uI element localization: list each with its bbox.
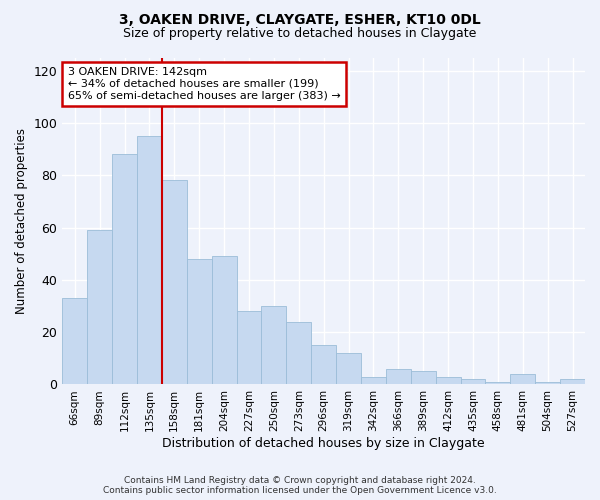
- Bar: [461, 379, 485, 384]
- Bar: [112, 154, 137, 384]
- Bar: [162, 180, 187, 384]
- Bar: [212, 256, 236, 384]
- Text: 3, OAKEN DRIVE, CLAYGATE, ESHER, KT10 0DL: 3, OAKEN DRIVE, CLAYGATE, ESHER, KT10 0D…: [119, 12, 481, 26]
- Bar: [286, 322, 311, 384]
- Bar: [361, 376, 386, 384]
- Bar: [311, 345, 336, 385]
- Bar: [535, 382, 560, 384]
- Bar: [187, 259, 212, 384]
- Y-axis label: Number of detached properties: Number of detached properties: [15, 128, 28, 314]
- Bar: [511, 374, 535, 384]
- Bar: [87, 230, 112, 384]
- Bar: [386, 369, 411, 384]
- Bar: [262, 306, 286, 384]
- Bar: [436, 376, 461, 384]
- Text: Size of property relative to detached houses in Claygate: Size of property relative to detached ho…: [124, 28, 476, 40]
- Bar: [62, 298, 87, 384]
- Text: Contains HM Land Registry data © Crown copyright and database right 2024.
Contai: Contains HM Land Registry data © Crown c…: [103, 476, 497, 495]
- Bar: [485, 382, 511, 384]
- Bar: [560, 379, 585, 384]
- Bar: [236, 311, 262, 384]
- Text: 3 OAKEN DRIVE: 142sqm
← 34% of detached houses are smaller (199)
65% of semi-det: 3 OAKEN DRIVE: 142sqm ← 34% of detached …: [68, 68, 340, 100]
- Bar: [137, 136, 162, 384]
- Bar: [411, 372, 436, 384]
- X-axis label: Distribution of detached houses by size in Claygate: Distribution of detached houses by size …: [163, 437, 485, 450]
- Bar: [336, 353, 361, 384]
